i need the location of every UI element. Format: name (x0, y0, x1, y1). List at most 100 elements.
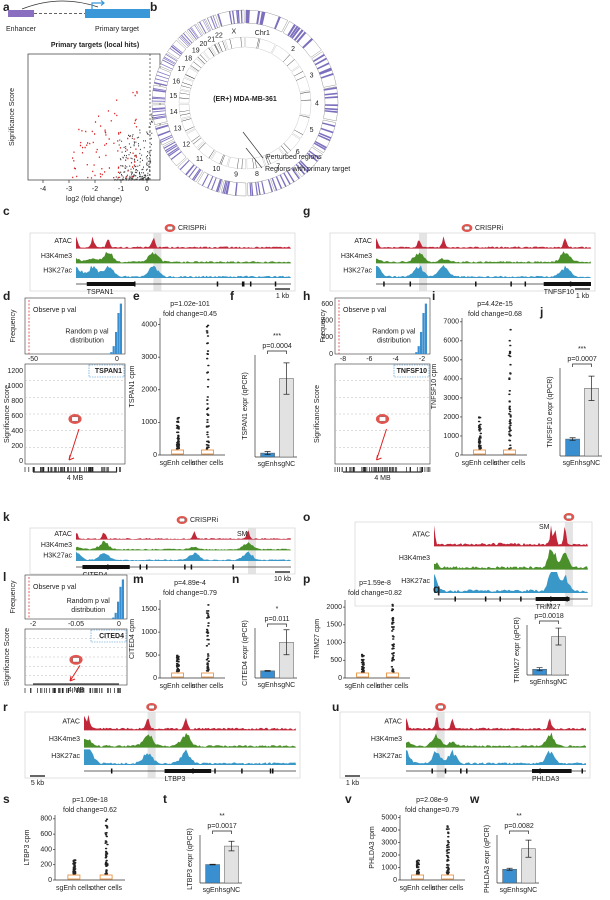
category-label: sgEnh cells (160, 460, 196, 467)
y-tick-label: 0 (153, 452, 157, 459)
panel-label: a (3, 0, 10, 14)
cytoband (306, 152, 318, 162)
gene-body (86, 282, 135, 286)
panel-label: i (432, 289, 435, 303)
category-label: sgNC (223, 887, 241, 894)
gene-name: PHLDA3 (532, 776, 559, 783)
hist-frame (334, 297, 431, 355)
region-mark (199, 54, 208, 63)
error-bar (569, 437, 576, 441)
region-mark (237, 158, 239, 169)
panel-label: b (150, 0, 157, 14)
random-label: distribution (377, 337, 411, 344)
gene-body (535, 597, 570, 601)
signal-track (76, 530, 291, 540)
exon (510, 281, 512, 287)
cytoband (313, 142, 326, 151)
cytoband (324, 110, 338, 113)
cytoband (212, 15, 218, 28)
exon (139, 564, 141, 570)
cytoband (179, 37, 189, 47)
y-axis-label: Significance Score (314, 385, 321, 443)
region-mark (294, 71, 303, 77)
hist-bar (110, 352, 113, 354)
panel-label: j (539, 305, 543, 319)
score-frame (334, 363, 431, 465)
exon (145, 564, 148, 570)
y-tick-label: 5000 (381, 814, 397, 821)
hist-bar (114, 612, 117, 619)
gene-tag-box (90, 629, 127, 643)
y-axis-label: PHLDA3 expr (qPCR) (484, 825, 491, 893)
panel-label: s (3, 792, 10, 806)
signal-track (406, 749, 586, 765)
cytoband (228, 11, 233, 25)
outlier-points (390, 603, 395, 673)
panel-label: r (3, 700, 8, 714)
cytoband (153, 88, 167, 91)
cytoband (153, 116, 167, 120)
region-mark (219, 154, 224, 165)
chromosome-label: 18 (184, 56, 192, 63)
cytoband (199, 21, 206, 34)
cytoband (257, 181, 261, 195)
y-axis-label: Frequency (10, 309, 17, 343)
random-label: distribution (70, 337, 104, 344)
y-axis-label: PHLDA3 cpm (369, 826, 376, 869)
box (171, 449, 184, 455)
region-mark (300, 99, 311, 101)
category-label: sgNC (550, 679, 568, 686)
cytoband (308, 150, 320, 160)
box (201, 449, 214, 455)
cytoband (180, 35, 190, 46)
x-tick-label: 0 (145, 186, 149, 193)
region-mark (185, 74, 195, 79)
panel-label: k (3, 510, 10, 524)
cytoband (316, 62, 330, 70)
bracket (572, 363, 592, 367)
error-bar (228, 840, 235, 852)
region-mark (264, 155, 269, 165)
cytoband (167, 147, 179, 156)
track-label: H3K4me3 (371, 736, 402, 743)
region-mark (280, 145, 288, 154)
signal-track (434, 525, 588, 547)
y-tick-label: 500 (330, 657, 342, 664)
arrow (69, 665, 81, 682)
y-tick-label: 1500 (141, 606, 157, 613)
cytoband (202, 20, 209, 32)
hist-bar (420, 331, 423, 354)
cytoband (207, 17, 213, 30)
y-tick-label: 0 (153, 675, 157, 682)
cell-icon-core (72, 657, 80, 663)
gene-name: LTBP3 (165, 776, 186, 783)
significance-stars: * (276, 606, 279, 613)
significance-stars: ** (546, 603, 552, 610)
signal-track (76, 236, 291, 249)
panel-label: p (303, 572, 310, 586)
cytoband (289, 25, 299, 38)
region-mark (214, 44, 220, 54)
cytoband (152, 89, 166, 92)
x-tick-label: -2 (419, 356, 425, 363)
cytoband (170, 151, 182, 160)
cytoband (152, 96, 166, 99)
y-tick-label: 1000 (7, 383, 23, 390)
cytoband (324, 107, 338, 111)
cytoband (210, 16, 216, 29)
panel-label: o (303, 510, 310, 524)
annotation: Regions with primary target (265, 166, 350, 173)
cytoband (210, 16, 217, 29)
cytoband (314, 57, 328, 66)
ideogram (334, 467, 431, 472)
cytoband (291, 27, 301, 39)
cytoband (152, 97, 166, 100)
scale-label: 10 kb (274, 576, 291, 583)
y-axis-label: TNFSF10 expr (qPCR) (547, 376, 554, 447)
category-label: sgEnh (258, 461, 278, 468)
exon (409, 281, 412, 287)
y-tick-label: 4000 (141, 321, 157, 328)
cytoband (271, 178, 278, 191)
gene-name: TSPAN1 (87, 289, 114, 296)
region-mark (185, 126, 195, 132)
